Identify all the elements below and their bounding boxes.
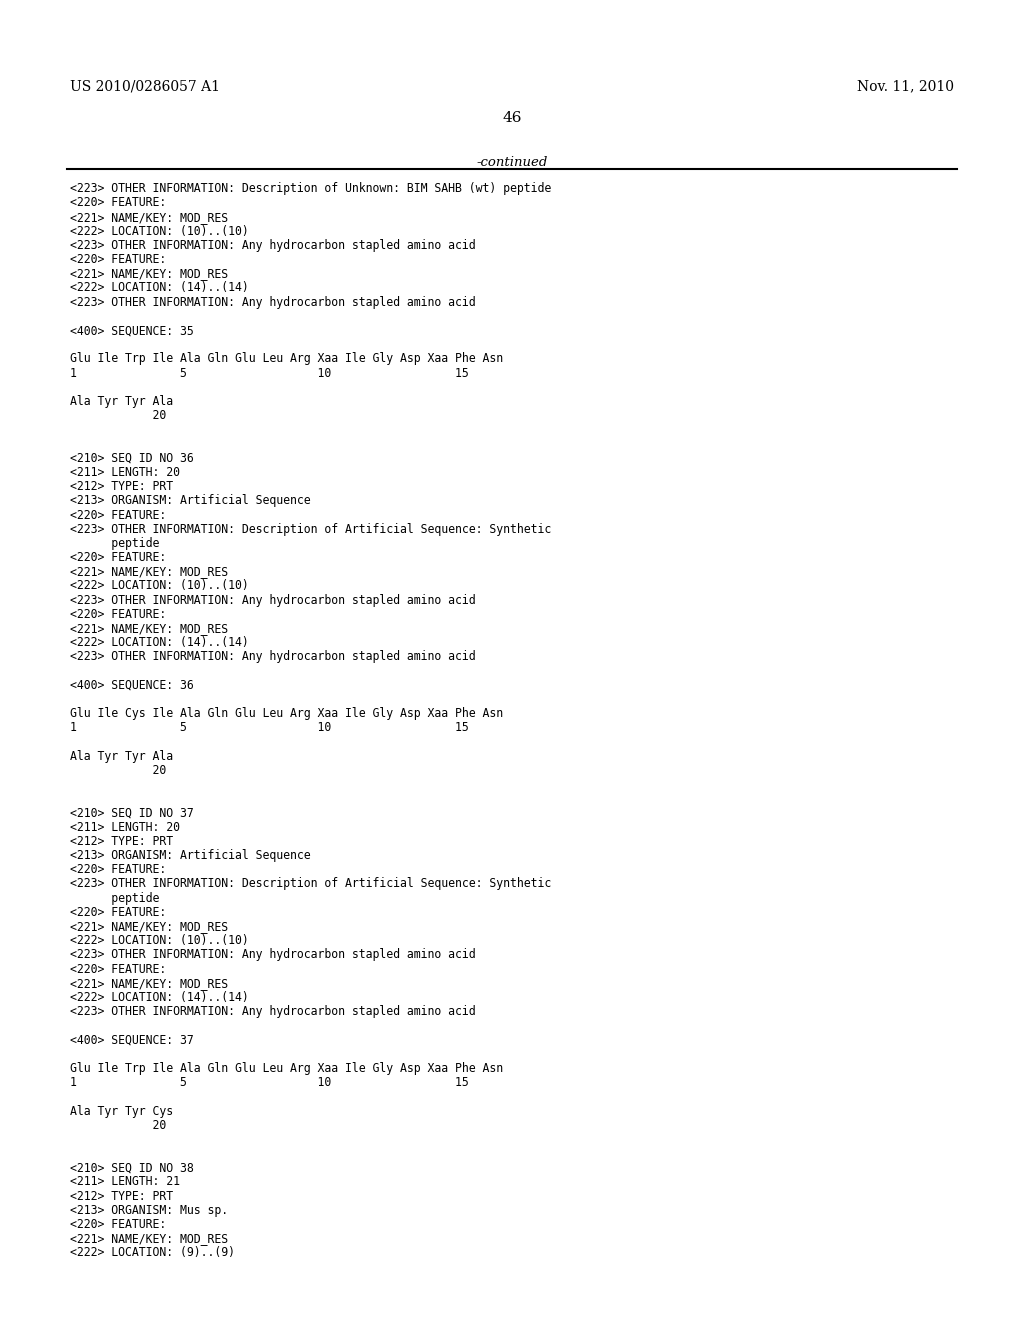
Text: <210> SEQ ID NO 36: <210> SEQ ID NO 36: [70, 451, 194, 465]
Text: Ala Tyr Tyr Ala: Ala Tyr Tyr Ala: [70, 750, 173, 763]
Text: <220> FEATURE:: <220> FEATURE:: [70, 197, 166, 210]
Text: Glu Ile Trp Ile Ala Gln Glu Leu Arg Xaa Ile Gly Asp Xaa Phe Asn: Glu Ile Trp Ile Ala Gln Glu Leu Arg Xaa …: [70, 1061, 503, 1074]
Text: -continued: -continued: [476, 156, 548, 169]
Text: 1               5                   10                  15: 1 5 10 15: [70, 1076, 468, 1089]
Text: <213> ORGANISM: Mus sp.: <213> ORGANISM: Mus sp.: [70, 1204, 227, 1217]
Text: <222> LOCATION: (10)..(10): <222> LOCATION: (10)..(10): [70, 579, 249, 593]
Text: Ala Tyr Tyr Cys: Ala Tyr Tyr Cys: [70, 1105, 173, 1118]
Text: Ala Tyr Tyr Ala: Ala Tyr Tyr Ala: [70, 395, 173, 408]
Text: <221> NAME/KEY: MOD_RES: <221> NAME/KEY: MOD_RES: [70, 977, 227, 990]
Text: <211> LENGTH: 21: <211> LENGTH: 21: [70, 1175, 179, 1188]
Text: <223> OTHER INFORMATION: Any hydrocarbon stapled amino acid: <223> OTHER INFORMATION: Any hydrocarbon…: [70, 594, 475, 607]
Text: <220> FEATURE:: <220> FEATURE:: [70, 552, 166, 564]
Text: <220> FEATURE:: <220> FEATURE:: [70, 962, 166, 975]
Text: <221> NAME/KEY: MOD_RES: <221> NAME/KEY: MOD_RES: [70, 622, 227, 635]
Text: US 2010/0286057 A1: US 2010/0286057 A1: [70, 79, 219, 94]
Text: <212> TYPE: PRT: <212> TYPE: PRT: [70, 1189, 173, 1203]
Text: 1               5                   10                  15: 1 5 10 15: [70, 721, 468, 734]
Text: Glu Ile Cys Ile Ala Gln Glu Leu Arg Xaa Ile Gly Asp Xaa Phe Asn: Glu Ile Cys Ile Ala Gln Glu Leu Arg Xaa …: [70, 708, 503, 721]
Text: 20: 20: [70, 409, 166, 422]
Text: <223> OTHER INFORMATION: Description of Artificial Sequence: Synthetic: <223> OTHER INFORMATION: Description of …: [70, 878, 551, 891]
Text: <220> FEATURE:: <220> FEATURE:: [70, 1218, 166, 1232]
Text: <223> OTHER INFORMATION: Any hydrocarbon stapled amino acid: <223> OTHER INFORMATION: Any hydrocarbon…: [70, 296, 475, 309]
Text: <223> OTHER INFORMATION: Any hydrocarbon stapled amino acid: <223> OTHER INFORMATION: Any hydrocarbon…: [70, 948, 475, 961]
Text: <211> LENGTH: 20: <211> LENGTH: 20: [70, 466, 179, 479]
Text: <400> SEQUENCE: 37: <400> SEQUENCE: 37: [70, 1034, 194, 1047]
Text: <223> OTHER INFORMATION: Any hydrocarbon stapled amino acid: <223> OTHER INFORMATION: Any hydrocarbon…: [70, 239, 475, 252]
Text: <222> LOCATION: (10)..(10): <222> LOCATION: (10)..(10): [70, 935, 249, 948]
Text: <222> LOCATION: (14)..(14): <222> LOCATION: (14)..(14): [70, 281, 249, 294]
Text: <220> FEATURE:: <220> FEATURE:: [70, 508, 166, 521]
Text: <220> FEATURE:: <220> FEATURE:: [70, 253, 166, 267]
Text: <221> NAME/KEY: MOD_RES: <221> NAME/KEY: MOD_RES: [70, 267, 227, 280]
Text: <213> ORGANISM: Artificial Sequence: <213> ORGANISM: Artificial Sequence: [70, 495, 310, 507]
Text: <212> TYPE: PRT: <212> TYPE: PRT: [70, 480, 173, 494]
Text: 20: 20: [70, 764, 166, 777]
Text: Glu Ile Trp Ile Ala Gln Glu Leu Arg Xaa Ile Gly Asp Xaa Phe Asn: Glu Ile Trp Ile Ala Gln Glu Leu Arg Xaa …: [70, 352, 503, 366]
Text: <212> TYPE: PRT: <212> TYPE: PRT: [70, 834, 173, 847]
Text: <221> NAME/KEY: MOD_RES: <221> NAME/KEY: MOD_RES: [70, 920, 227, 933]
Text: <210> SEQ ID NO 37: <210> SEQ ID NO 37: [70, 807, 194, 820]
Text: <223> OTHER INFORMATION: Description of Unknown: BIM SAHB (wt) peptide: <223> OTHER INFORMATION: Description of …: [70, 182, 551, 195]
Text: <210> SEQ ID NO 38: <210> SEQ ID NO 38: [70, 1162, 194, 1175]
Text: 20: 20: [70, 1118, 166, 1131]
Text: <213> ORGANISM: Artificial Sequence: <213> ORGANISM: Artificial Sequence: [70, 849, 310, 862]
Text: 1               5                   10                  15: 1 5 10 15: [70, 367, 468, 380]
Text: <221> NAME/KEY: MOD_RES: <221> NAME/KEY: MOD_RES: [70, 1233, 227, 1245]
Text: <222> LOCATION: (14)..(14): <222> LOCATION: (14)..(14): [70, 991, 249, 1005]
Text: <221> NAME/KEY: MOD_RES: <221> NAME/KEY: MOD_RES: [70, 210, 227, 223]
Text: <220> FEATURE:: <220> FEATURE:: [70, 863, 166, 876]
Text: 46: 46: [502, 111, 522, 125]
Text: <221> NAME/KEY: MOD_RES: <221> NAME/KEY: MOD_RES: [70, 565, 227, 578]
Text: <223> OTHER INFORMATION: Any hydrocarbon stapled amino acid: <223> OTHER INFORMATION: Any hydrocarbon…: [70, 651, 475, 664]
Text: <222> LOCATION: (9)..(9): <222> LOCATION: (9)..(9): [70, 1246, 234, 1259]
Text: <400> SEQUENCE: 35: <400> SEQUENCE: 35: [70, 325, 194, 337]
Text: peptide: peptide: [70, 537, 159, 550]
Text: <220> FEATURE:: <220> FEATURE:: [70, 906, 166, 919]
Text: <400> SEQUENCE: 36: <400> SEQUENCE: 36: [70, 678, 194, 692]
Text: <211> LENGTH: 20: <211> LENGTH: 20: [70, 821, 179, 834]
Text: <222> LOCATION: (10)..(10): <222> LOCATION: (10)..(10): [70, 224, 249, 238]
Text: <220> FEATURE:: <220> FEATURE:: [70, 607, 166, 620]
Text: peptide: peptide: [70, 892, 159, 904]
Text: Nov. 11, 2010: Nov. 11, 2010: [857, 79, 954, 94]
Text: <223> OTHER INFORMATION: Description of Artificial Sequence: Synthetic: <223> OTHER INFORMATION: Description of …: [70, 523, 551, 536]
Text: <222> LOCATION: (14)..(14): <222> LOCATION: (14)..(14): [70, 636, 249, 649]
Text: <223> OTHER INFORMATION: Any hydrocarbon stapled amino acid: <223> OTHER INFORMATION: Any hydrocarbon…: [70, 1006, 475, 1018]
